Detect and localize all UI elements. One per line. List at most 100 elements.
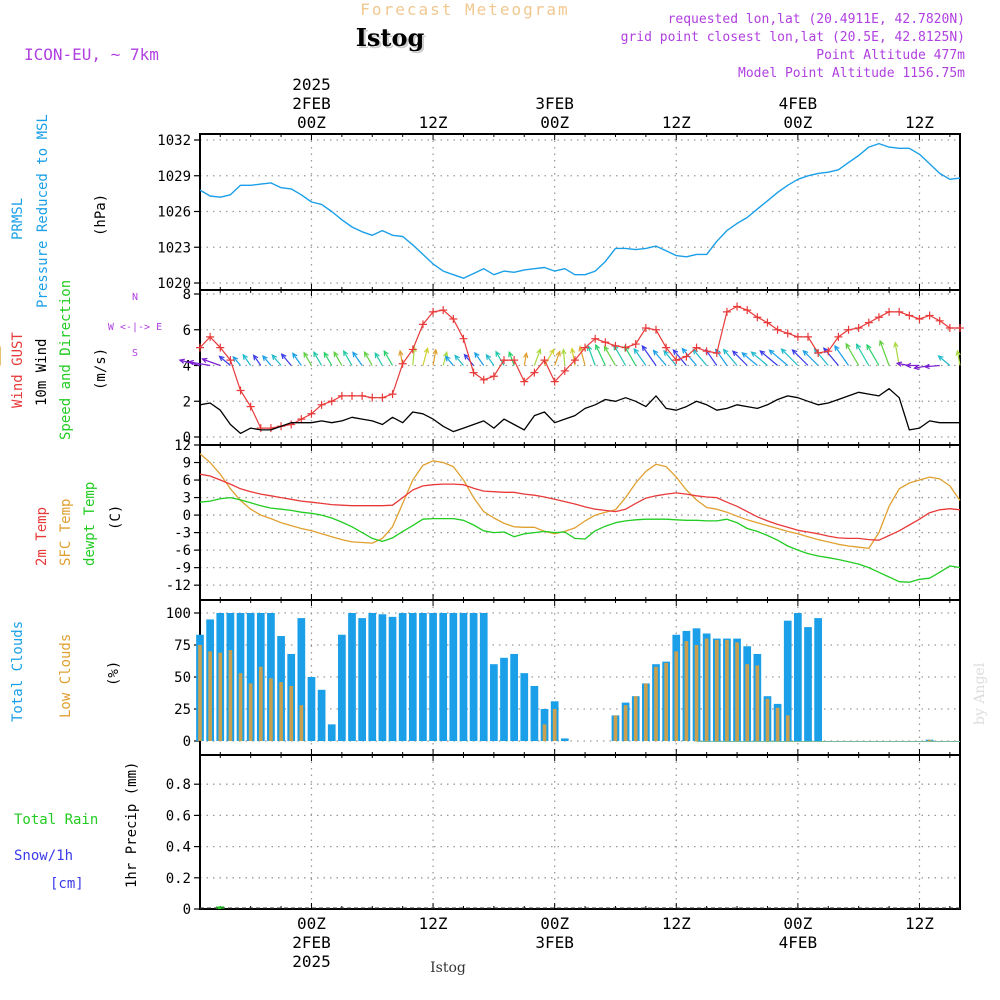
wind-gust-marker	[337, 391, 346, 400]
wind-arrow-shaft	[188, 361, 211, 367]
wind-direction-arrow	[280, 353, 292, 366]
wind-direction-arrow	[363, 350, 373, 366]
wind-direction-arrow	[641, 344, 657, 366]
top-time-label: 2025	[292, 75, 331, 94]
wind-direction-arrow	[252, 354, 262, 366]
wind-arrow-head	[333, 350, 339, 358]
wind-gust-marker	[864, 318, 873, 327]
low-cloud-bar	[664, 662, 668, 741]
cloud-panel-labels: Total Clouds Low Clouds (%)	[10, 621, 122, 722]
wind-arrow-head	[895, 361, 903, 367]
pressure-frame	[199, 133, 961, 291]
clouds-ytick-label: 25	[174, 702, 191, 718]
wind-gust-marker	[783, 329, 792, 338]
wind-arrow-shaft	[432, 349, 437, 366]
location-title-shadow: Istog	[358, 25, 427, 54]
wind-arrow-shaft	[672, 349, 687, 366]
temperature-ytick-label: 3	[183, 491, 191, 507]
wind-direction-arrow	[741, 352, 758, 366]
low-cloud-bar	[785, 715, 790, 741]
wind-direction-arrow	[731, 350, 748, 366]
precipitation-frame	[199, 754, 961, 910]
wind-direction-arrow	[474, 351, 485, 366]
wind-arrow-shaft	[253, 354, 262, 366]
wind-gust-marker	[246, 402, 255, 411]
low-cloud-bar	[714, 639, 719, 741]
wind-gust-marker	[591, 334, 600, 343]
wind-direction-arrow	[454, 354, 464, 366]
top-time-label: 12Z	[905, 113, 934, 132]
wind-gust-marker	[216, 343, 225, 352]
bottom-time-label: 2025	[292, 952, 331, 971]
low-cloud-bar	[238, 673, 243, 741]
wind-arrow-shaft	[313, 351, 323, 366]
wind-gust-marker	[702, 347, 711, 356]
wind-direction-arrow	[303, 351, 312, 366]
wind-arrow-shaft	[579, 346, 586, 366]
wind-arrow-shaft	[323, 352, 333, 366]
wind-arrow-shaft	[653, 350, 667, 366]
precip-unit: 1hr Precip (mm)	[124, 762, 140, 888]
low-cloud-bar	[725, 639, 729, 741]
wind-arrow-head	[570, 347, 576, 354]
total-cloud-bar	[327, 724, 336, 741]
wind-direction-arrow	[374, 352, 383, 366]
wind-gust-marker	[722, 307, 731, 316]
wind-ytick-label: 6	[183, 323, 191, 339]
bottom-time-label: 2FEB	[292, 933, 331, 952]
low-cloud-bar	[552, 709, 557, 741]
wind-arrow-head	[352, 351, 358, 358]
wind-arrow-head	[218, 355, 225, 362]
wind-direction-arrow	[624, 345, 637, 366]
bottom-time-label: 12Z	[905, 914, 934, 933]
wind-direction-arrow	[485, 353, 495, 366]
wind-direction-arrow	[955, 349, 961, 366]
wind-arrow-head	[663, 349, 669, 356]
wind-arrow-shaft	[834, 345, 850, 366]
wind-arrow-head	[398, 349, 404, 356]
wind-gust-marker	[459, 334, 468, 343]
wind-gust-marker	[712, 348, 721, 357]
total-cloud-bar	[560, 738, 569, 741]
wind-direction-arrow	[218, 355, 231, 366]
wind-arrow-head	[641, 344, 648, 352]
wind-gust-marker	[874, 313, 883, 322]
wind-direction-arrow	[495, 350, 505, 366]
precipitation-ytick-label: 0	[183, 902, 191, 918]
wind-ytick-label: 8	[183, 287, 191, 303]
wind-gust-marker	[945, 323, 954, 332]
pressure-ytick-label: 1020	[157, 276, 191, 292]
wind-arrow-head	[879, 339, 885, 346]
wind-gust-marker	[378, 393, 387, 402]
wind-gust-marker	[408, 345, 417, 354]
wind-gust-marker	[418, 320, 427, 329]
wind-arrow-head	[923, 363, 930, 370]
wind-direction-arrow	[554, 350, 561, 366]
wind-arrow-shaft	[219, 355, 231, 366]
wind-direction-arrow	[508, 350, 515, 366]
compass-west-east: W <-|-> E	[108, 322, 162, 333]
low-clouds-label: Low Clouds	[58, 634, 74, 718]
wind-gust-marker	[763, 318, 772, 327]
wind-direction-arrow	[352, 351, 363, 366]
wind-gust-marker	[844, 325, 853, 334]
wind-gust-marker	[297, 415, 306, 424]
wind-arrow-head	[442, 351, 449, 358]
wind-arrow-shaft	[781, 348, 799, 366]
requested-coords: requested lon,lat (20.4911E, 42.7820N)	[668, 12, 965, 27]
low-cloud-bar	[198, 645, 202, 741]
wind-direction-arrow	[672, 348, 687, 366]
model-label: ICON-EU, ~ 7km	[24, 45, 159, 64]
wind-arrow-shaft	[202, 358, 221, 367]
wind-gust-marker	[662, 343, 671, 352]
wind-arrow-shaft	[879, 340, 890, 366]
top-time-label: 00Z	[783, 113, 812, 132]
wind-gust-marker	[652, 325, 660, 334]
top-time-label: 00Z	[540, 113, 569, 132]
low-cloud-bar	[269, 678, 273, 741]
total-cloud-bar	[449, 613, 458, 741]
wind-gust-marker	[510, 356, 519, 365]
top-time-label: 3FEB	[535, 94, 574, 113]
wind-gust-marker	[348, 391, 356, 400]
